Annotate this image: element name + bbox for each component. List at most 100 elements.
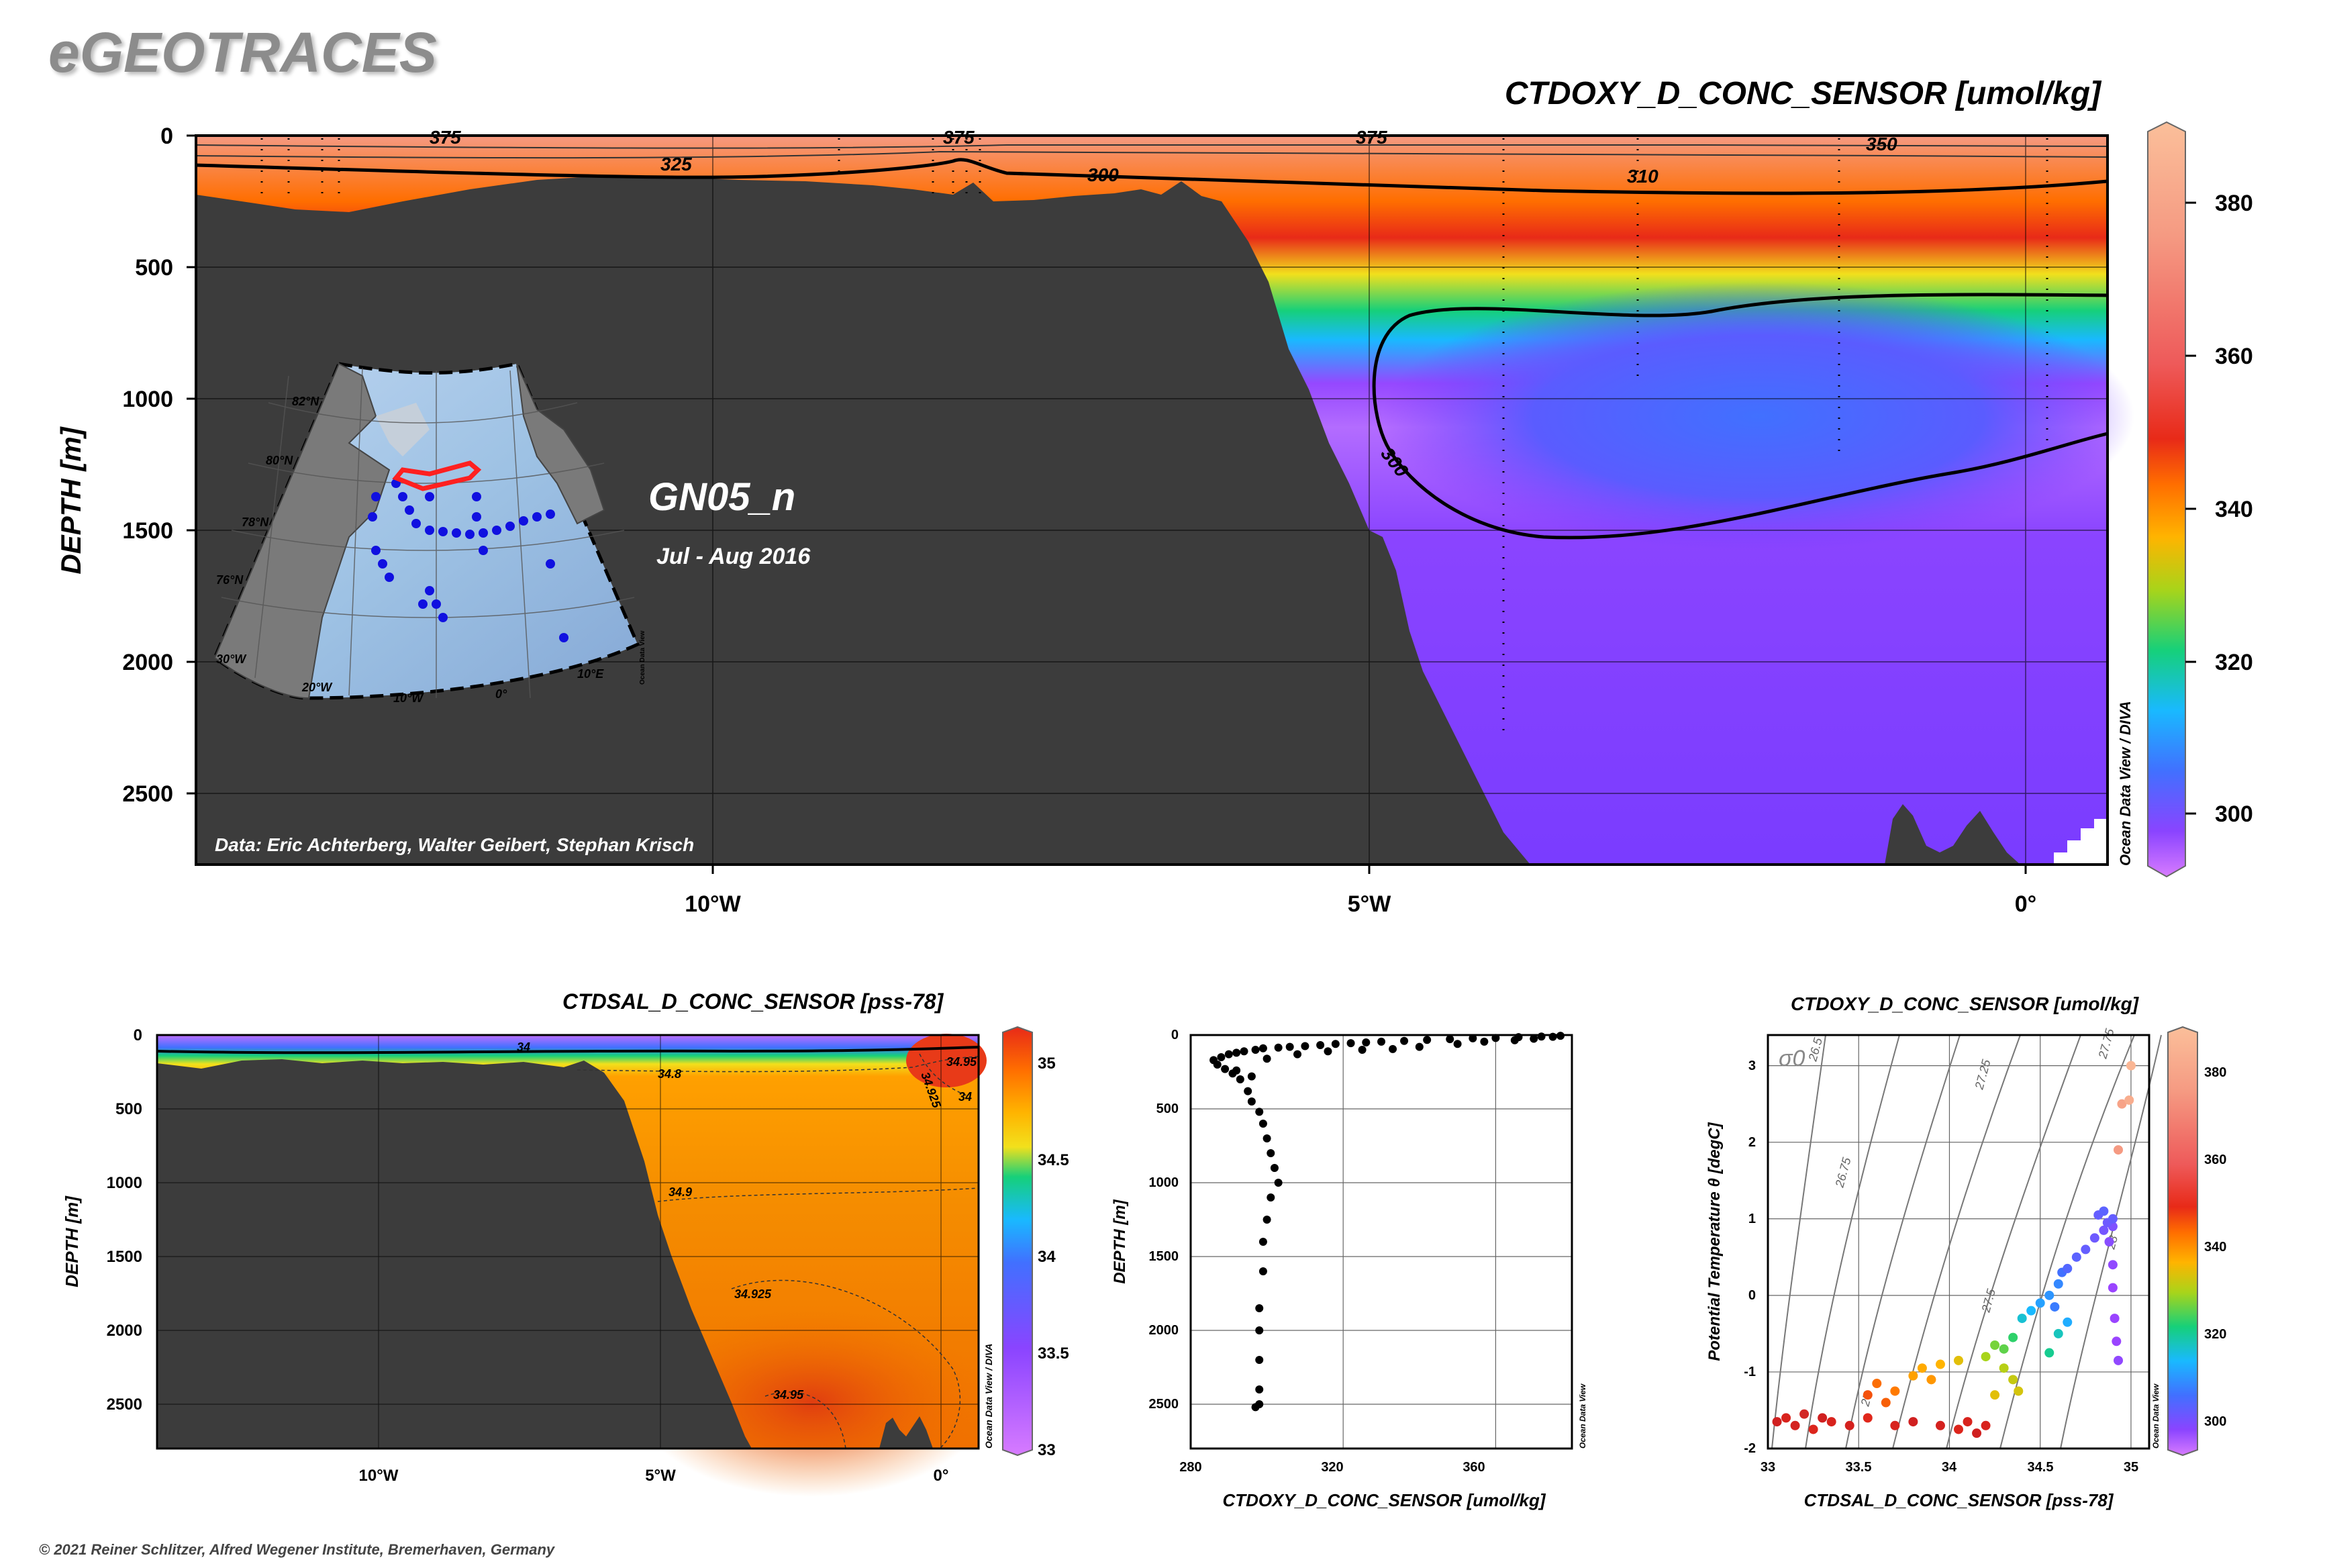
profile-point	[1530, 1034, 1538, 1043]
ts-point	[1990, 1390, 2000, 1400]
profile-point	[1255, 1304, 1264, 1312]
colorbar-tick: 300	[2215, 801, 2253, 827]
profile-point	[1258, 1120, 1267, 1128]
profile-point	[1221, 1065, 1230, 1073]
ts-y-tick: -1	[1744, 1365, 1756, 1379]
colorbar-tick: 380	[2215, 191, 2253, 216]
profile-y-tick: 1000	[1149, 1175, 1179, 1190]
ts-point	[2014, 1386, 2024, 1396]
ts-point	[2035, 1298, 2045, 1308]
ts-x-tick: 33	[1761, 1460, 1775, 1475]
map-lat-label: 82°N	[292, 395, 319, 408]
ts-point	[2044, 1348, 2054, 1358]
ts-point	[2108, 1260, 2118, 1270]
ts-x-tick: 35	[2124, 1460, 2138, 1475]
ts-point	[2112, 1336, 2122, 1346]
theta-s-plot: 26.5 26.75 27 27.25 27.5 27.75 28 σ0 -2 …	[1705, 1026, 2226, 1510]
profile-point	[1270, 1164, 1279, 1172]
profile-point	[1301, 1042, 1309, 1050]
profile-point	[1224, 1050, 1233, 1059]
ts-point	[2108, 1214, 2118, 1224]
salinity-section-plot: 34 34.8 34.925 34.95 34 34.9 34.925 34.9…	[62, 1026, 1069, 1497]
profile-point	[1446, 1035, 1454, 1044]
sal-contour-label: 34.95	[946, 1055, 977, 1069]
profile-point	[1548, 1032, 1557, 1041]
isopycnal-label: 27.25	[1972, 1057, 1993, 1091]
ts-point	[2117, 1099, 2127, 1109]
ts-point	[2026, 1306, 2036, 1316]
profile-point	[1267, 1193, 1275, 1202]
y-tick-label: 0	[160, 124, 173, 149]
ts-cbar-tick: 360	[2204, 1153, 2226, 1167]
profile-point	[1453, 1040, 1462, 1048]
profile-point	[1274, 1043, 1283, 1052]
ts-point	[2008, 1332, 2018, 1342]
x-tick-label: 10°W	[685, 891, 741, 917]
ts-y-tick: 0	[1748, 1288, 1756, 1303]
profile-point	[1247, 1072, 1256, 1081]
profile-point	[1346, 1039, 1355, 1048]
ts-point	[1808, 1424, 1818, 1434]
profile-point	[1400, 1036, 1409, 1045]
ts-point	[1818, 1413, 1828, 1423]
sal-cbar-tick: 33	[1038, 1441, 1056, 1459]
y-tick-label: 500	[135, 255, 173, 281]
profile-point	[1510, 1036, 1519, 1044]
sal-cbar-tick: 33.5	[1038, 1344, 1069, 1363]
bathymetry-ridge	[1885, 804, 2020, 865]
ts-point	[2126, 1061, 2136, 1071]
ts-point	[2044, 1290, 2054, 1300]
profile-point	[1236, 1075, 1244, 1083]
profile-point	[1377, 1037, 1385, 1046]
ts-point	[1872, 1379, 1882, 1389]
map-lon-label: 10°W	[393, 691, 424, 705]
profile-point	[1331, 1040, 1340, 1048]
ts-cbar-tick: 380	[2204, 1065, 2226, 1080]
ts-point	[1935, 1359, 1945, 1369]
sal-cbar-tick: 34	[1038, 1248, 1056, 1266]
profile-point	[1274, 1179, 1283, 1187]
main-colorbar	[2147, 121, 2186, 878]
profile-y-label: DEPTH [m]	[1111, 1199, 1129, 1283]
ts-cbar-tick: 320	[2204, 1327, 2226, 1342]
profile-point	[1251, 1403, 1260, 1412]
colorbar-tick: 360	[2215, 344, 2253, 369]
profile-point	[1362, 1038, 1371, 1046]
ts-point	[1890, 1386, 1900, 1396]
ts-point	[1890, 1420, 1900, 1430]
sal-odv-label: Ocean Data View / DIVA	[983, 1344, 994, 1449]
ts-cbar-tick: 340	[2204, 1240, 2226, 1255]
ts-x-tick: 34	[1942, 1460, 1957, 1475]
profile-point	[1293, 1050, 1302, 1059]
ts-title: CTDOXY_D_CONC_SENSOR [umol/kg]	[1791, 993, 2139, 1014]
sal-contour-label: 34.8	[658, 1067, 681, 1081]
map-lat-label: 80°N	[266, 454, 293, 467]
map-lat-label: 76°N	[216, 573, 244, 587]
colorbar-tick: 340	[2215, 497, 2253, 522]
sal-x-tick: 5°W	[645, 1467, 676, 1485]
profile-y-tick: 0	[1171, 1028, 1179, 1042]
sal-cbar-tick: 34.5	[1038, 1151, 1069, 1169]
ts-point	[2108, 1283, 2118, 1293]
y-axis-label: DEPTH [m]	[55, 426, 87, 574]
odv-label: Ocean Data View / DIVA	[2117, 701, 2134, 866]
map-lon-label: 20°W	[301, 681, 333, 694]
contour-label: 310	[1627, 166, 1658, 187]
ts-point	[1881, 1398, 1891, 1408]
contour-label: 300	[1087, 164, 1119, 185]
profile-x-label: CTDOXY_D_CONC_SENSOR [umol/kg]	[1222, 1490, 1546, 1510]
profile-point	[1415, 1042, 1424, 1051]
ts-cbar-tick: 300	[2204, 1414, 2226, 1429]
ts-point	[2089, 1233, 2099, 1243]
oxygen-profile-plot: 0 500 1000 1500 2000 2500 280 320 360 CT…	[1111, 1028, 1587, 1510]
sal-contour-label: 34	[517, 1040, 530, 1054]
sal-y-tick: 500	[115, 1100, 142, 1118]
ts-point	[2063, 1317, 2073, 1327]
profile-point	[1232, 1048, 1241, 1057]
profile-point	[1469, 1034, 1477, 1042]
profile-point	[1537, 1032, 1546, 1041]
profile-point	[1247, 1097, 1256, 1106]
y-tick-label: 1500	[122, 518, 173, 544]
contour-label: 375	[1356, 127, 1387, 148]
sal-x-tick: 0°	[934, 1467, 949, 1485]
